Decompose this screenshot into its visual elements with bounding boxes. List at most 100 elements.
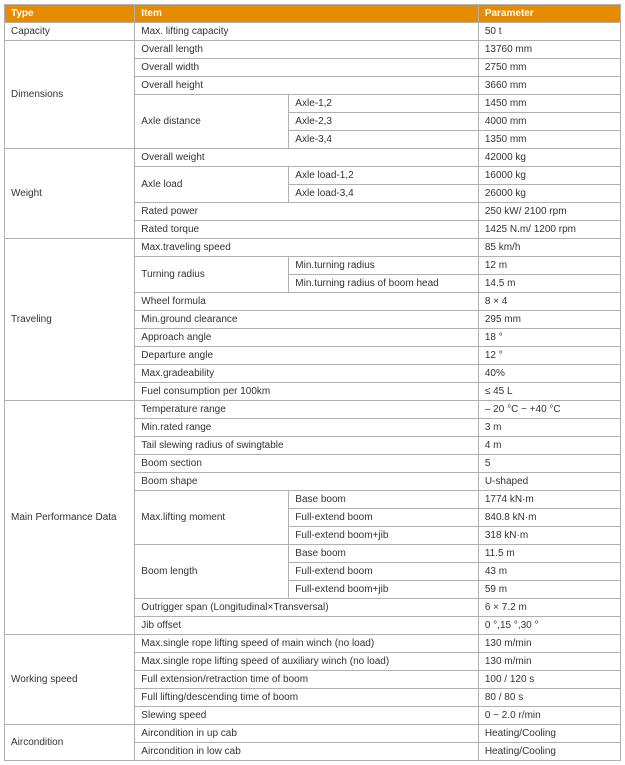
table-row: DimensionsOverall length13760 mm <box>5 41 621 59</box>
item-cell: Rated torque <box>135 221 479 239</box>
table-row: Working speedMax.single rope lifting spe… <box>5 635 621 653</box>
parameter-cell: 840.8 kN·m <box>478 509 620 527</box>
subitem-cell: Base boom <box>289 545 479 563</box>
item-cell: Axle load <box>135 167 289 203</box>
parameter-cell: 1350 mm <box>478 131 620 149</box>
parameter-cell: 318 kN·m <box>478 527 620 545</box>
item-cell: Turning radius <box>135 257 289 293</box>
item-cell: Boom shape <box>135 473 479 491</box>
type-cell: Weight <box>5 149 135 239</box>
item-cell: Fuel consumption per 100km <box>135 383 479 401</box>
table-row: Main Performance DataTemperature range– … <box>5 401 621 419</box>
parameter-cell: 130 m/min <box>478 653 620 671</box>
item-cell: Boom section <box>135 455 479 473</box>
item-cell: Rated power <box>135 203 479 221</box>
type-cell: Capacity <box>5 23 135 41</box>
item-cell: Jib offset <box>135 617 479 635</box>
item-cell: Slewing speed <box>135 707 479 725</box>
item-cell: Departure angle <box>135 347 479 365</box>
type-cell: Working speed <box>5 635 135 725</box>
parameter-cell: 1425 N.m/ 1200 rpm <box>478 221 620 239</box>
parameter-cell: 3660 mm <box>478 77 620 95</box>
type-cell: Traveling <box>5 239 135 401</box>
table-row: CapacityMax. lifting capacity50 t <box>5 23 621 41</box>
item-cell: Overall weight <box>135 149 479 167</box>
parameter-cell: 42000 kg <box>478 149 620 167</box>
subitem-cell: Axle-1,2 <box>289 95 479 113</box>
parameter-cell: 1450 mm <box>478 95 620 113</box>
parameter-cell: 50 t <box>478 23 620 41</box>
parameter-cell: Heating/Cooling <box>478 743 620 761</box>
item-cell: Full lifting/descending time of boom <box>135 689 479 707</box>
parameter-cell: ≤ 45 L <box>478 383 620 401</box>
type-cell: Main Performance Data <box>5 401 135 635</box>
subitem-cell: Axle-2,3 <box>289 113 479 131</box>
parameter-cell: 8 × 4 <box>478 293 620 311</box>
parameter-cell: 85 km/h <box>478 239 620 257</box>
parameter-cell: 59 m <box>478 581 620 599</box>
type-cell: Aircondition <box>5 725 135 761</box>
item-cell: Temperature range <box>135 401 479 419</box>
item-cell: Boom length <box>135 545 289 599</box>
parameter-cell: 13760 mm <box>478 41 620 59</box>
parameter-cell: 5 <box>478 455 620 473</box>
parameter-cell: 4 m <box>478 437 620 455</box>
table-row: AirconditionAircondition in up cabHeatin… <box>5 725 621 743</box>
parameter-cell: 2750 mm <box>478 59 620 77</box>
item-cell: Overall height <box>135 77 479 95</box>
spec-table: Type Item Parameter CapacityMax. lifting… <box>4 4 621 761</box>
item-cell: Overall width <box>135 59 479 77</box>
item-cell: Max.traveling speed <box>135 239 479 257</box>
parameter-cell: 3 m <box>478 419 620 437</box>
item-cell: Overall length <box>135 41 479 59</box>
subitem-cell: Full-extend boom+jib <box>289 527 479 545</box>
item-cell: Full extension/retraction time of boom <box>135 671 479 689</box>
subitem-cell: Base boom <box>289 491 479 509</box>
parameter-cell: 4000 mm <box>478 113 620 131</box>
parameter-cell: 100 / 120 s <box>478 671 620 689</box>
parameter-cell: 14.5 m <box>478 275 620 293</box>
parameter-cell: 40% <box>478 365 620 383</box>
subitem-cell: Axle load-3,4 <box>289 185 479 203</box>
parameter-cell: 26000 kg <box>478 185 620 203</box>
parameter-cell: 0 °,15 °,30 ° <box>478 617 620 635</box>
parameter-cell: 0 ~ 2.0 r/min <box>478 707 620 725</box>
subitem-cell: Min.turning radius of boom head <box>289 275 479 293</box>
parameter-cell: 250 kW/ 2100 rpm <box>478 203 620 221</box>
item-cell: Aircondition in low cab <box>135 743 479 761</box>
parameter-cell: 18 ° <box>478 329 620 347</box>
item-cell: Outrigger span (Longitudinal×Transversal… <box>135 599 479 617</box>
header-row: Type Item Parameter <box>5 5 621 23</box>
subitem-cell: Full-extend boom <box>289 563 479 581</box>
parameter-cell: 11.5 m <box>478 545 620 563</box>
parameter-cell: U-shaped <box>478 473 620 491</box>
item-cell: Max. lifting capacity <box>135 23 479 41</box>
parameter-cell: 43 m <box>478 563 620 581</box>
parameter-cell: 12 m <box>478 257 620 275</box>
item-cell: Max.single rope lifting speed of auxilia… <box>135 653 479 671</box>
header-type: Type <box>5 5 135 23</box>
item-cell: Aircondition in up cab <box>135 725 479 743</box>
table-row: TravelingMax.traveling speed85 km/h <box>5 239 621 257</box>
subitem-cell: Min.turning radius <box>289 257 479 275</box>
subitem-cell: Axle-3,4 <box>289 131 479 149</box>
item-cell: Tail slewing radius of swingtable <box>135 437 479 455</box>
item-cell: Wheel formula <box>135 293 479 311</box>
item-cell: Approach angle <box>135 329 479 347</box>
parameter-cell: 80 / 80 s <box>478 689 620 707</box>
table-row: WeightOverall weight42000 kg <box>5 149 621 167</box>
parameter-cell: 130 m/min <box>478 635 620 653</box>
header-parameter: Parameter <box>478 5 620 23</box>
header-item: Item <box>135 5 479 23</box>
item-cell: Axle distance <box>135 95 289 149</box>
item-cell: Max.lifting moment <box>135 491 289 545</box>
parameter-cell: – 20 °C ~ +40 °C <box>478 401 620 419</box>
item-cell: Min.rated range <box>135 419 479 437</box>
parameter-cell: 12 ° <box>478 347 620 365</box>
subitem-cell: Axle load-1,2 <box>289 167 479 185</box>
item-cell: Max.gradeability <box>135 365 479 383</box>
parameter-cell: 295 mm <box>478 311 620 329</box>
parameter-cell: 6 × 7.2 m <box>478 599 620 617</box>
item-cell: Min.ground clearance <box>135 311 479 329</box>
parameter-cell: Heating/Cooling <box>478 725 620 743</box>
